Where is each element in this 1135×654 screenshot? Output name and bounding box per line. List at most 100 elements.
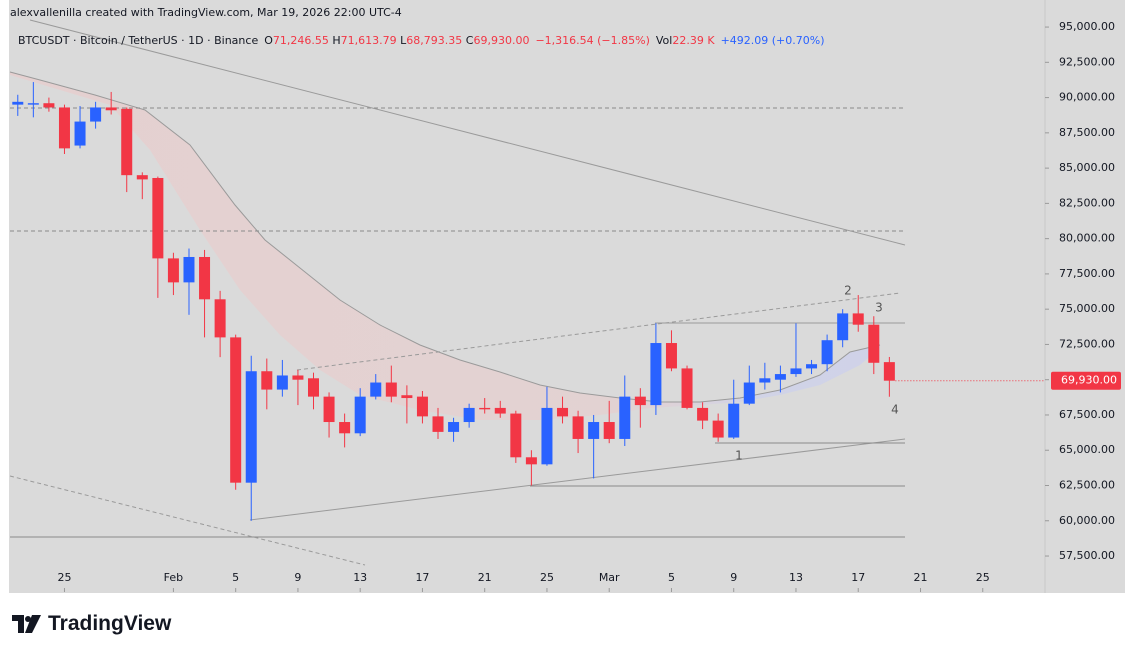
y-tick-label: 65,000.00 xyxy=(1059,443,1115,456)
candle-body xyxy=(525,457,537,465)
x-tick-label: 17 xyxy=(415,571,429,584)
candle-body xyxy=(245,371,257,483)
logo-text: TradingView xyxy=(48,612,172,635)
candle-body xyxy=(136,175,148,180)
candle-body xyxy=(74,121,86,146)
candle-body xyxy=(261,371,273,390)
x-tick-label: Mar xyxy=(599,571,620,584)
candle-body xyxy=(665,343,677,369)
candle-body xyxy=(27,103,39,105)
volume-key: Vol xyxy=(655,34,673,47)
candle-body xyxy=(821,340,833,365)
wave-label: 3 xyxy=(875,301,883,315)
y-tick-label: 75,000.00 xyxy=(1059,302,1115,315)
y-tick-label: 95,000.00 xyxy=(1059,20,1115,33)
last-price-tag xyxy=(1051,371,1121,390)
candle-body xyxy=(432,416,444,432)
y-tick-label: 85,000.00 xyxy=(1059,161,1115,174)
candle-body xyxy=(868,324,880,363)
candle-body xyxy=(90,107,102,122)
footer: TradingView xyxy=(12,612,171,636)
candle-body xyxy=(603,422,615,439)
ohlc-value: 71,246.55 xyxy=(272,34,329,47)
y-tick-label: 62,500.00 xyxy=(1059,478,1115,491)
candles xyxy=(12,82,895,521)
candle-body xyxy=(681,368,693,408)
y-tick-label: 67,500.00 xyxy=(1059,408,1115,421)
axes: 57,500.00 60,000.00 62,500.00 65,000.00 67,5… xyxy=(57,20,1121,584)
candle-body xyxy=(105,107,117,111)
y-tick-label: 72,500.00 xyxy=(1059,337,1115,350)
y-tick-label: 90,000.00 xyxy=(1059,91,1115,104)
candle-body xyxy=(339,422,351,434)
candle-body xyxy=(214,299,226,338)
candle-body xyxy=(12,101,24,105)
candle-body xyxy=(199,256,211,300)
candle-body xyxy=(712,420,724,438)
candle-body xyxy=(837,313,849,341)
candle-body xyxy=(448,422,460,432)
candle-body xyxy=(588,422,600,439)
x-tick-label: 5 xyxy=(668,571,675,584)
wave-label: 2 xyxy=(844,284,852,298)
x-tick-label: 25 xyxy=(57,571,71,584)
candle-body xyxy=(541,407,553,465)
attribution: alexvallenilla created with TradingView.… xyxy=(10,6,402,19)
x-tick-label: 9 xyxy=(730,571,737,584)
candle-body xyxy=(774,374,786,380)
candle-body xyxy=(307,378,319,397)
x-tick-label: Feb xyxy=(164,571,183,584)
candle-body xyxy=(510,413,522,458)
candle-body xyxy=(759,378,771,383)
grid xyxy=(63,26,1049,592)
x-tick-label: 9 xyxy=(294,571,301,584)
candle-body xyxy=(292,375,304,380)
trend-line xyxy=(249,438,906,521)
candle-body xyxy=(43,103,55,108)
candle-body xyxy=(416,396,428,417)
trend-line xyxy=(29,19,906,246)
candle-body xyxy=(494,407,506,414)
x-tick-label: 25 xyxy=(540,571,554,584)
candle-body xyxy=(276,375,288,390)
y-tick-label: 60,000.00 xyxy=(1059,514,1115,527)
ohlc-value: 71,613.79 xyxy=(340,34,397,47)
logo-icon xyxy=(12,615,41,633)
candle-body xyxy=(557,407,569,417)
x-tick-label: 25 xyxy=(976,571,990,584)
y-tick-label: 82,500.00 xyxy=(1059,196,1115,209)
ohlc-value: 68,793.35 xyxy=(406,34,463,47)
trend-line xyxy=(296,292,901,371)
candle-body xyxy=(354,396,366,434)
change: −1,316.54 (−1.85%) xyxy=(535,34,650,47)
candle-body xyxy=(183,256,195,283)
candle-body xyxy=(650,343,662,406)
x-tick-label: 13 xyxy=(353,571,367,584)
x-tick-label: 21 xyxy=(913,571,927,584)
ohlc-key: L xyxy=(400,34,407,47)
candle-body xyxy=(167,258,179,283)
ohlc-key: O xyxy=(264,34,273,47)
wave-label: 4 xyxy=(891,403,899,417)
x-tick-label: 21 xyxy=(478,571,492,584)
candle-body xyxy=(385,382,397,397)
volume: Vol22.39 K xyxy=(656,34,715,47)
chart-background xyxy=(9,0,1125,593)
ohlc-key: C xyxy=(465,34,474,47)
y-tick-label: 57,500.00 xyxy=(1059,549,1115,562)
wave-label: 1 xyxy=(735,449,743,463)
candle-body xyxy=(152,177,164,259)
ohlc-key: H xyxy=(332,34,341,47)
volume-change: +492.09 (+0.70%) xyxy=(720,34,825,47)
candle-body xyxy=(121,108,133,176)
volume-value: 22.39 K xyxy=(672,34,715,47)
candle-body xyxy=(572,416,584,439)
y-tick-label: 92,500.00 xyxy=(1059,55,1115,68)
y-tick-label: 80,000.00 xyxy=(1059,232,1115,245)
candle-body xyxy=(852,313,864,325)
candle-body xyxy=(743,382,755,404)
candle-body xyxy=(619,396,631,439)
ohlc-value: 69,930.00 xyxy=(473,34,530,47)
ohlc-values: O71,246.55 H71,613.79 L68,793.35 C69,930… xyxy=(264,34,529,47)
